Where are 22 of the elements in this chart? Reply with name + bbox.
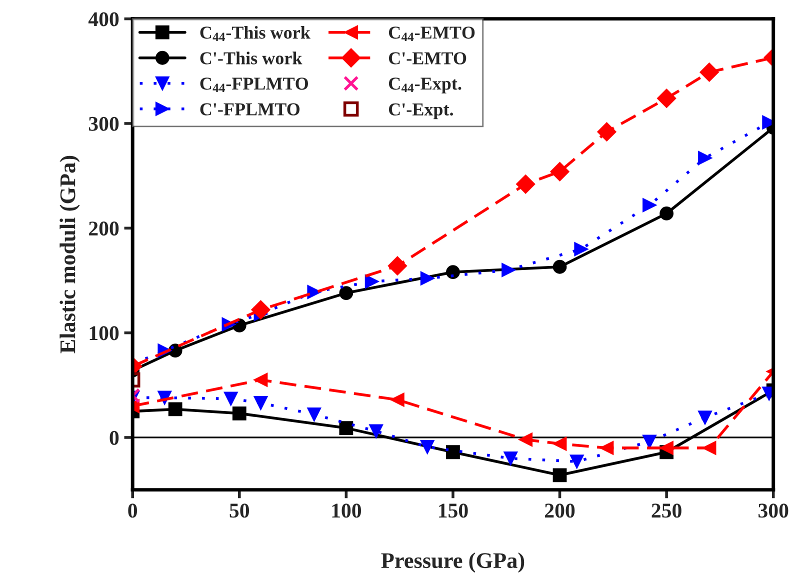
y-axis-title: Elastic moduli (GPa) — [60, 156, 80, 354]
legend-label: C$_{44}$-EMTO — [388, 26, 475, 42]
legend-label: C'-FPLMTO — [200, 103, 300, 116]
x-tick-label: 200 — [545, 504, 575, 518]
legend-label: C'-This work — [200, 52, 302, 64]
legend-label: C$_{44}$-FPLMTO — [200, 78, 308, 92]
legend-label: C$_{44}$-This work — [200, 26, 310, 42]
y-tick-label: 0 — [110, 430, 119, 445]
y-tick-label: 100 — [90, 326, 119, 340]
x-tick-label: 100 — [332, 504, 362, 518]
x-tick-label: 150 — [439, 504, 468, 518]
x-tick-label: 300 — [758, 504, 788, 518]
y-tick-label: 200 — [89, 222, 119, 236]
x-tick-label: 250 — [652, 504, 682, 518]
legend-label: C$_{44}$-Expt. — [388, 78, 462, 94]
y-tick-label: 400 — [88, 12, 119, 26]
x-axis-title: Pressure (GPa) — [381, 552, 524, 573]
legend-label: C'-Expt. — [388, 103, 453, 120]
x-tick-label: 50 — [230, 504, 250, 518]
legend-label: C'-EMTO — [388, 52, 466, 64]
y-tick-label: 300 — [88, 116, 119, 131]
x-tick-label: 0 — [128, 504, 138, 518]
